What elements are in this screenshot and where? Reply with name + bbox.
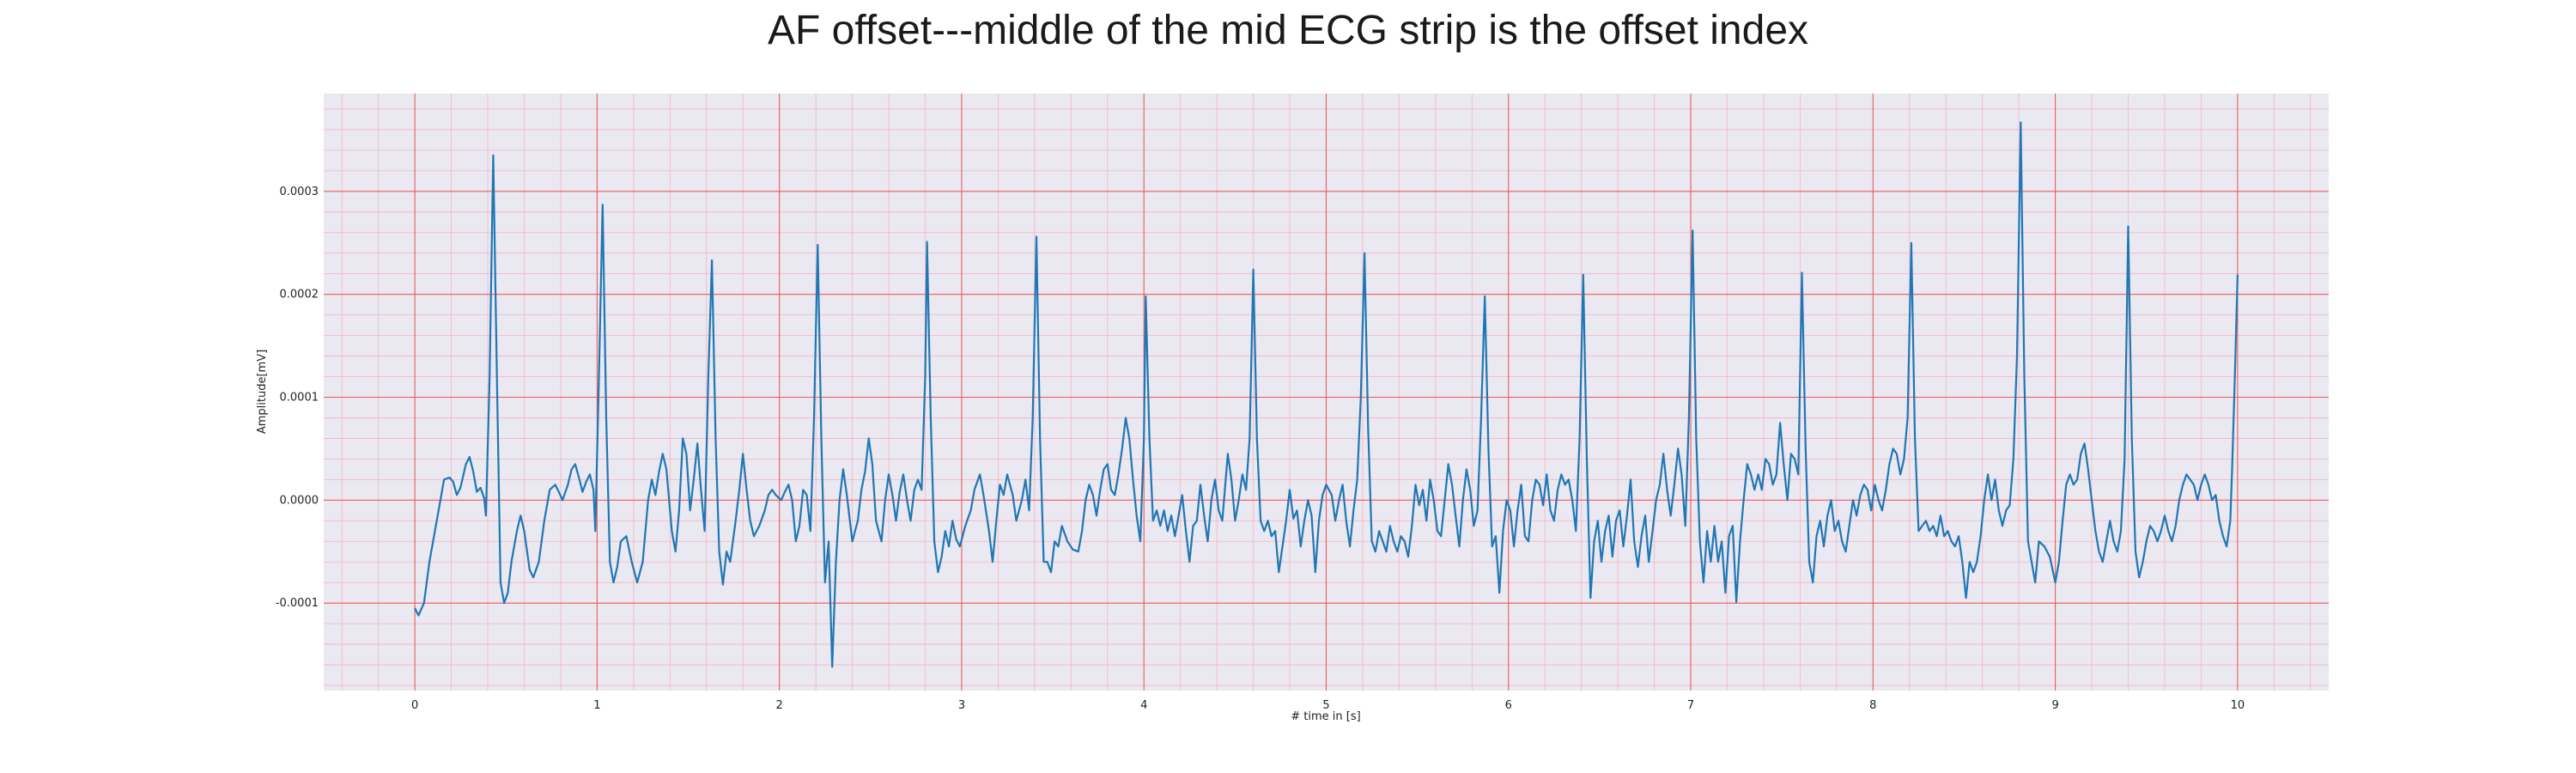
chart-title: AF offset---middle of the mid ECG strip … bbox=[767, 8, 1809, 53]
x-tick-label: 6 bbox=[1505, 699, 1512, 712]
y-tick-label: 0.0003 bbox=[280, 186, 319, 198]
y-tick-label: -0.0001 bbox=[276, 597, 319, 610]
x-axis-ticks: 0 1 2 3 4 5 6 7 8 9 10 bbox=[411, 699, 2245, 712]
y-axis-ticks: -0.0001 0.0000 0.0001 0.0002 0.0003 bbox=[276, 186, 319, 610]
y-tick-label: 0.0000 bbox=[280, 494, 319, 507]
y-tick-label: 0.0002 bbox=[280, 289, 319, 301]
x-axis-label: # time in [s] bbox=[1291, 710, 1360, 723]
x-tick-label: 1 bbox=[593, 699, 600, 712]
x-tick-label: 4 bbox=[1140, 699, 1147, 712]
x-tick-label: 10 bbox=[2231, 699, 2245, 712]
y-axis-label: Amplitude[mV] bbox=[256, 350, 269, 434]
x-tick-label: 8 bbox=[1869, 699, 1876, 712]
x-tick-label: 3 bbox=[958, 699, 965, 712]
ecg-trace-line bbox=[414, 121, 2239, 668]
x-tick-label: 0 bbox=[411, 699, 418, 712]
x-tick-label: 7 bbox=[1687, 699, 1694, 712]
major-grid bbox=[324, 94, 2329, 691]
x-tick-label: 5 bbox=[1322, 699, 1329, 712]
y-tick-label: 0.0001 bbox=[280, 391, 319, 404]
x-tick-label: 2 bbox=[776, 699, 783, 712]
x-tick-label: 9 bbox=[2051, 699, 2058, 712]
